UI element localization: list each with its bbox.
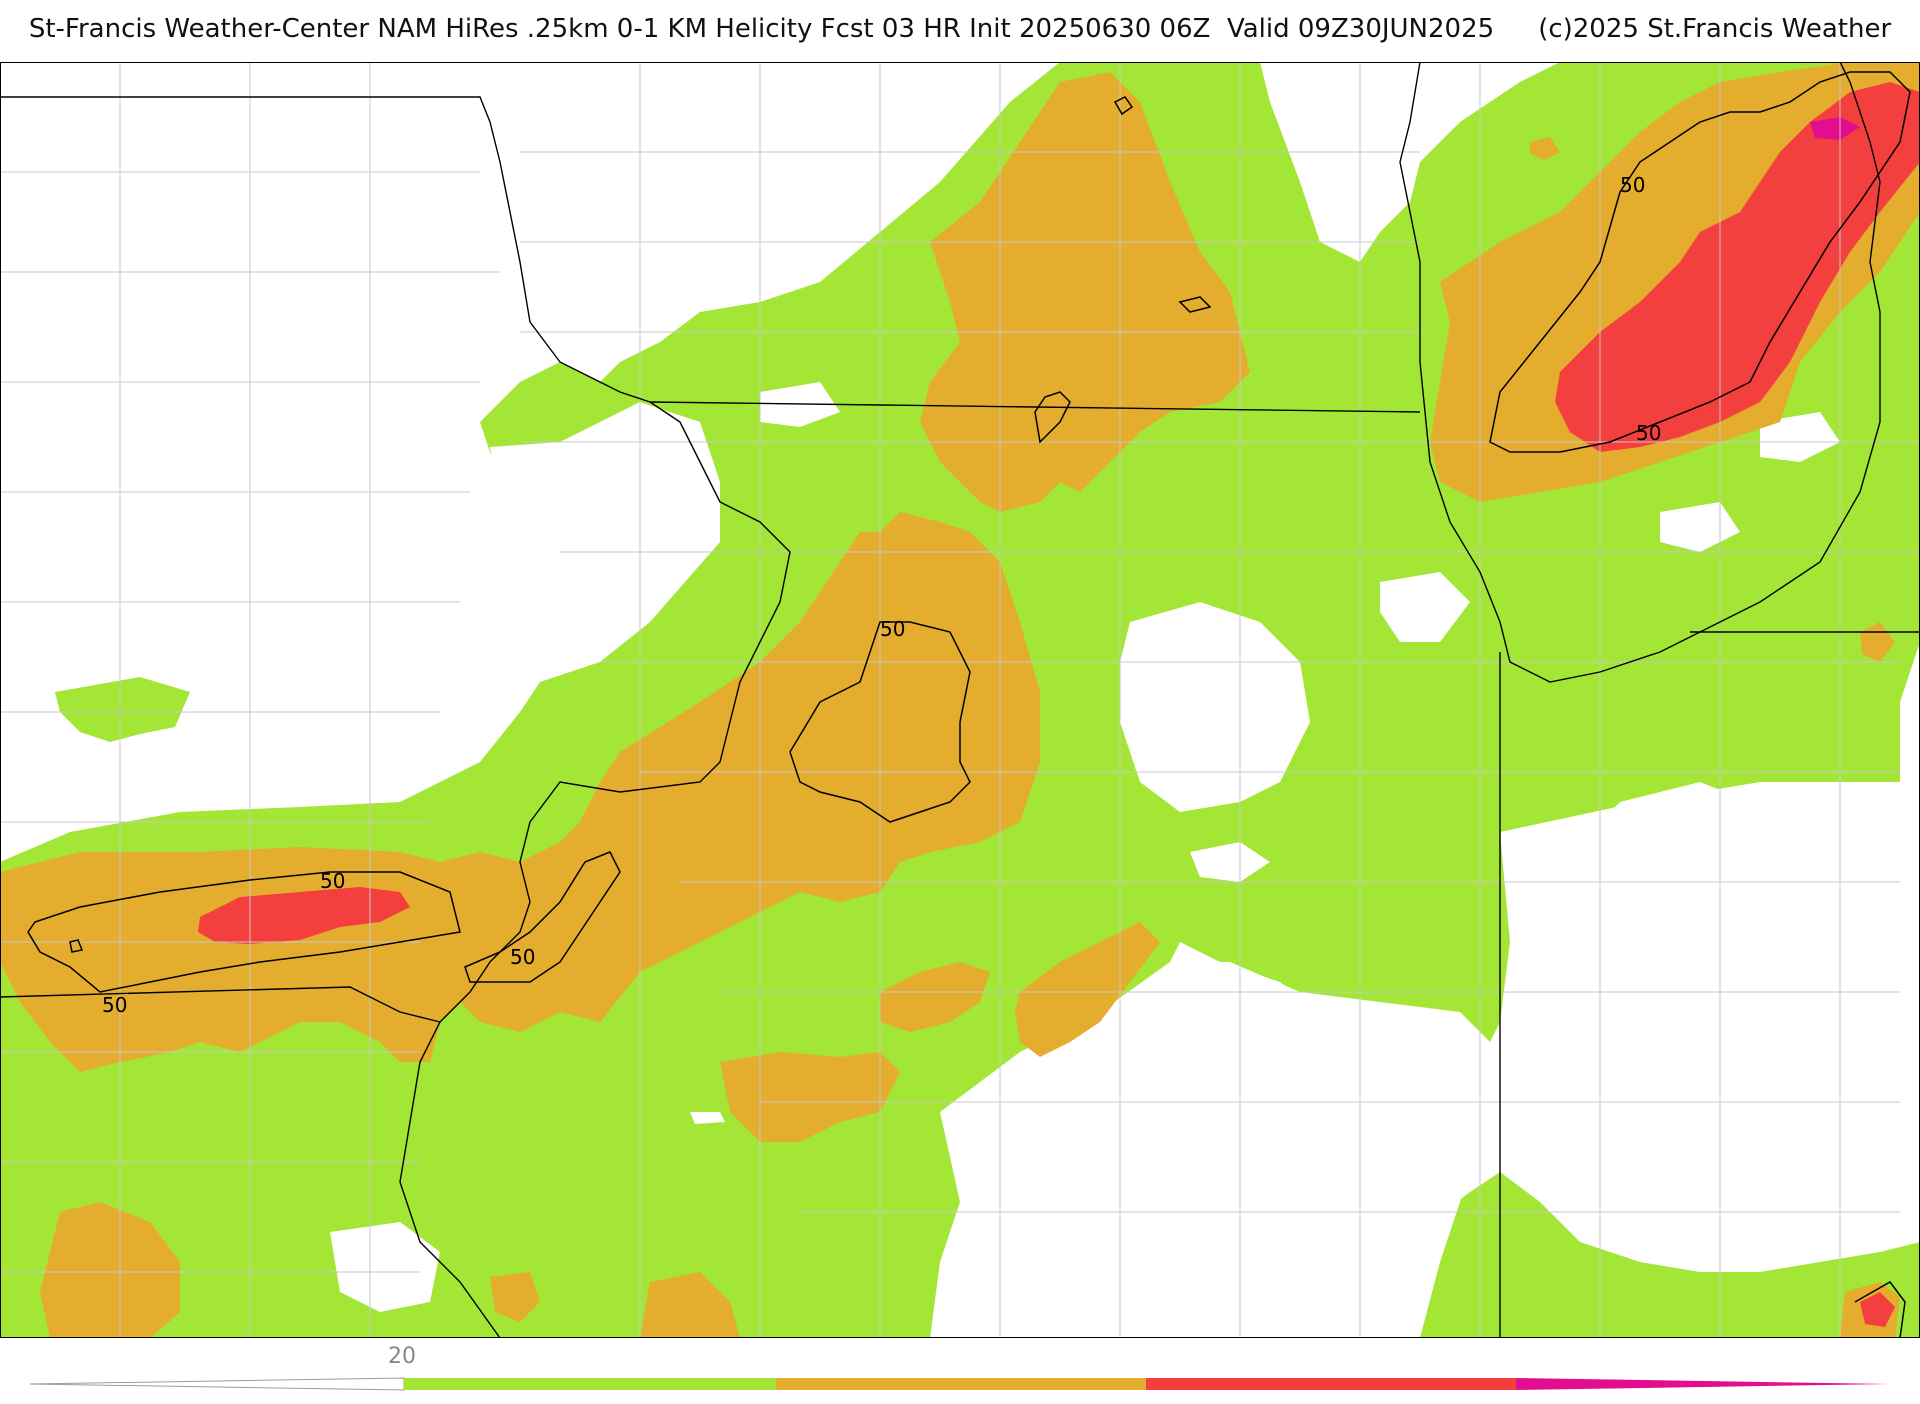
contour-labels: 50 50 50 50 50 50 <box>102 173 1661 1017</box>
state-boundaries <box>0 62 1920 1338</box>
colorbar-segment-red <box>1146 1378 1516 1390</box>
county-lines <box>0 62 1920 1338</box>
color-scale-bar <box>0 1338 1920 1400</box>
colorbar-segment-green <box>404 1378 776 1390</box>
contour-label: 50 <box>880 617 905 641</box>
map-title-bar: St-Francis Weather-Center NAM HiRes .25k… <box>0 14 1920 44</box>
contour-label: 50 <box>510 945 535 969</box>
contour-label: 50 <box>1620 173 1645 197</box>
helicity-map: 50 50 50 50 50 50 <box>0 62 1920 1338</box>
helicity-band-100-150 <box>198 82 1920 1327</box>
low-helicity-gaps <box>330 62 1920 1338</box>
contour-label: 50 <box>102 993 127 1017</box>
colorbar-upper-triangle <box>1516 1378 1890 1390</box>
map-title: St-Francis Weather-Center NAM HiRes .25k… <box>28 14 1495 44</box>
colorbar-tick-label: 20 <box>388 1344 416 1369</box>
helicity-band-150-plus <box>1810 117 1860 140</box>
contour-label: 50 <box>320 869 345 893</box>
contour-label: 50 <box>1636 421 1661 445</box>
contour-50-lines <box>27 71 1911 1338</box>
copyright: (c)2025 St.Francis Weather <box>1538 14 1892 44</box>
colorbar-lower-triangle <box>29 1377 405 1391</box>
colorbar-segment-orange <box>776 1378 1146 1390</box>
